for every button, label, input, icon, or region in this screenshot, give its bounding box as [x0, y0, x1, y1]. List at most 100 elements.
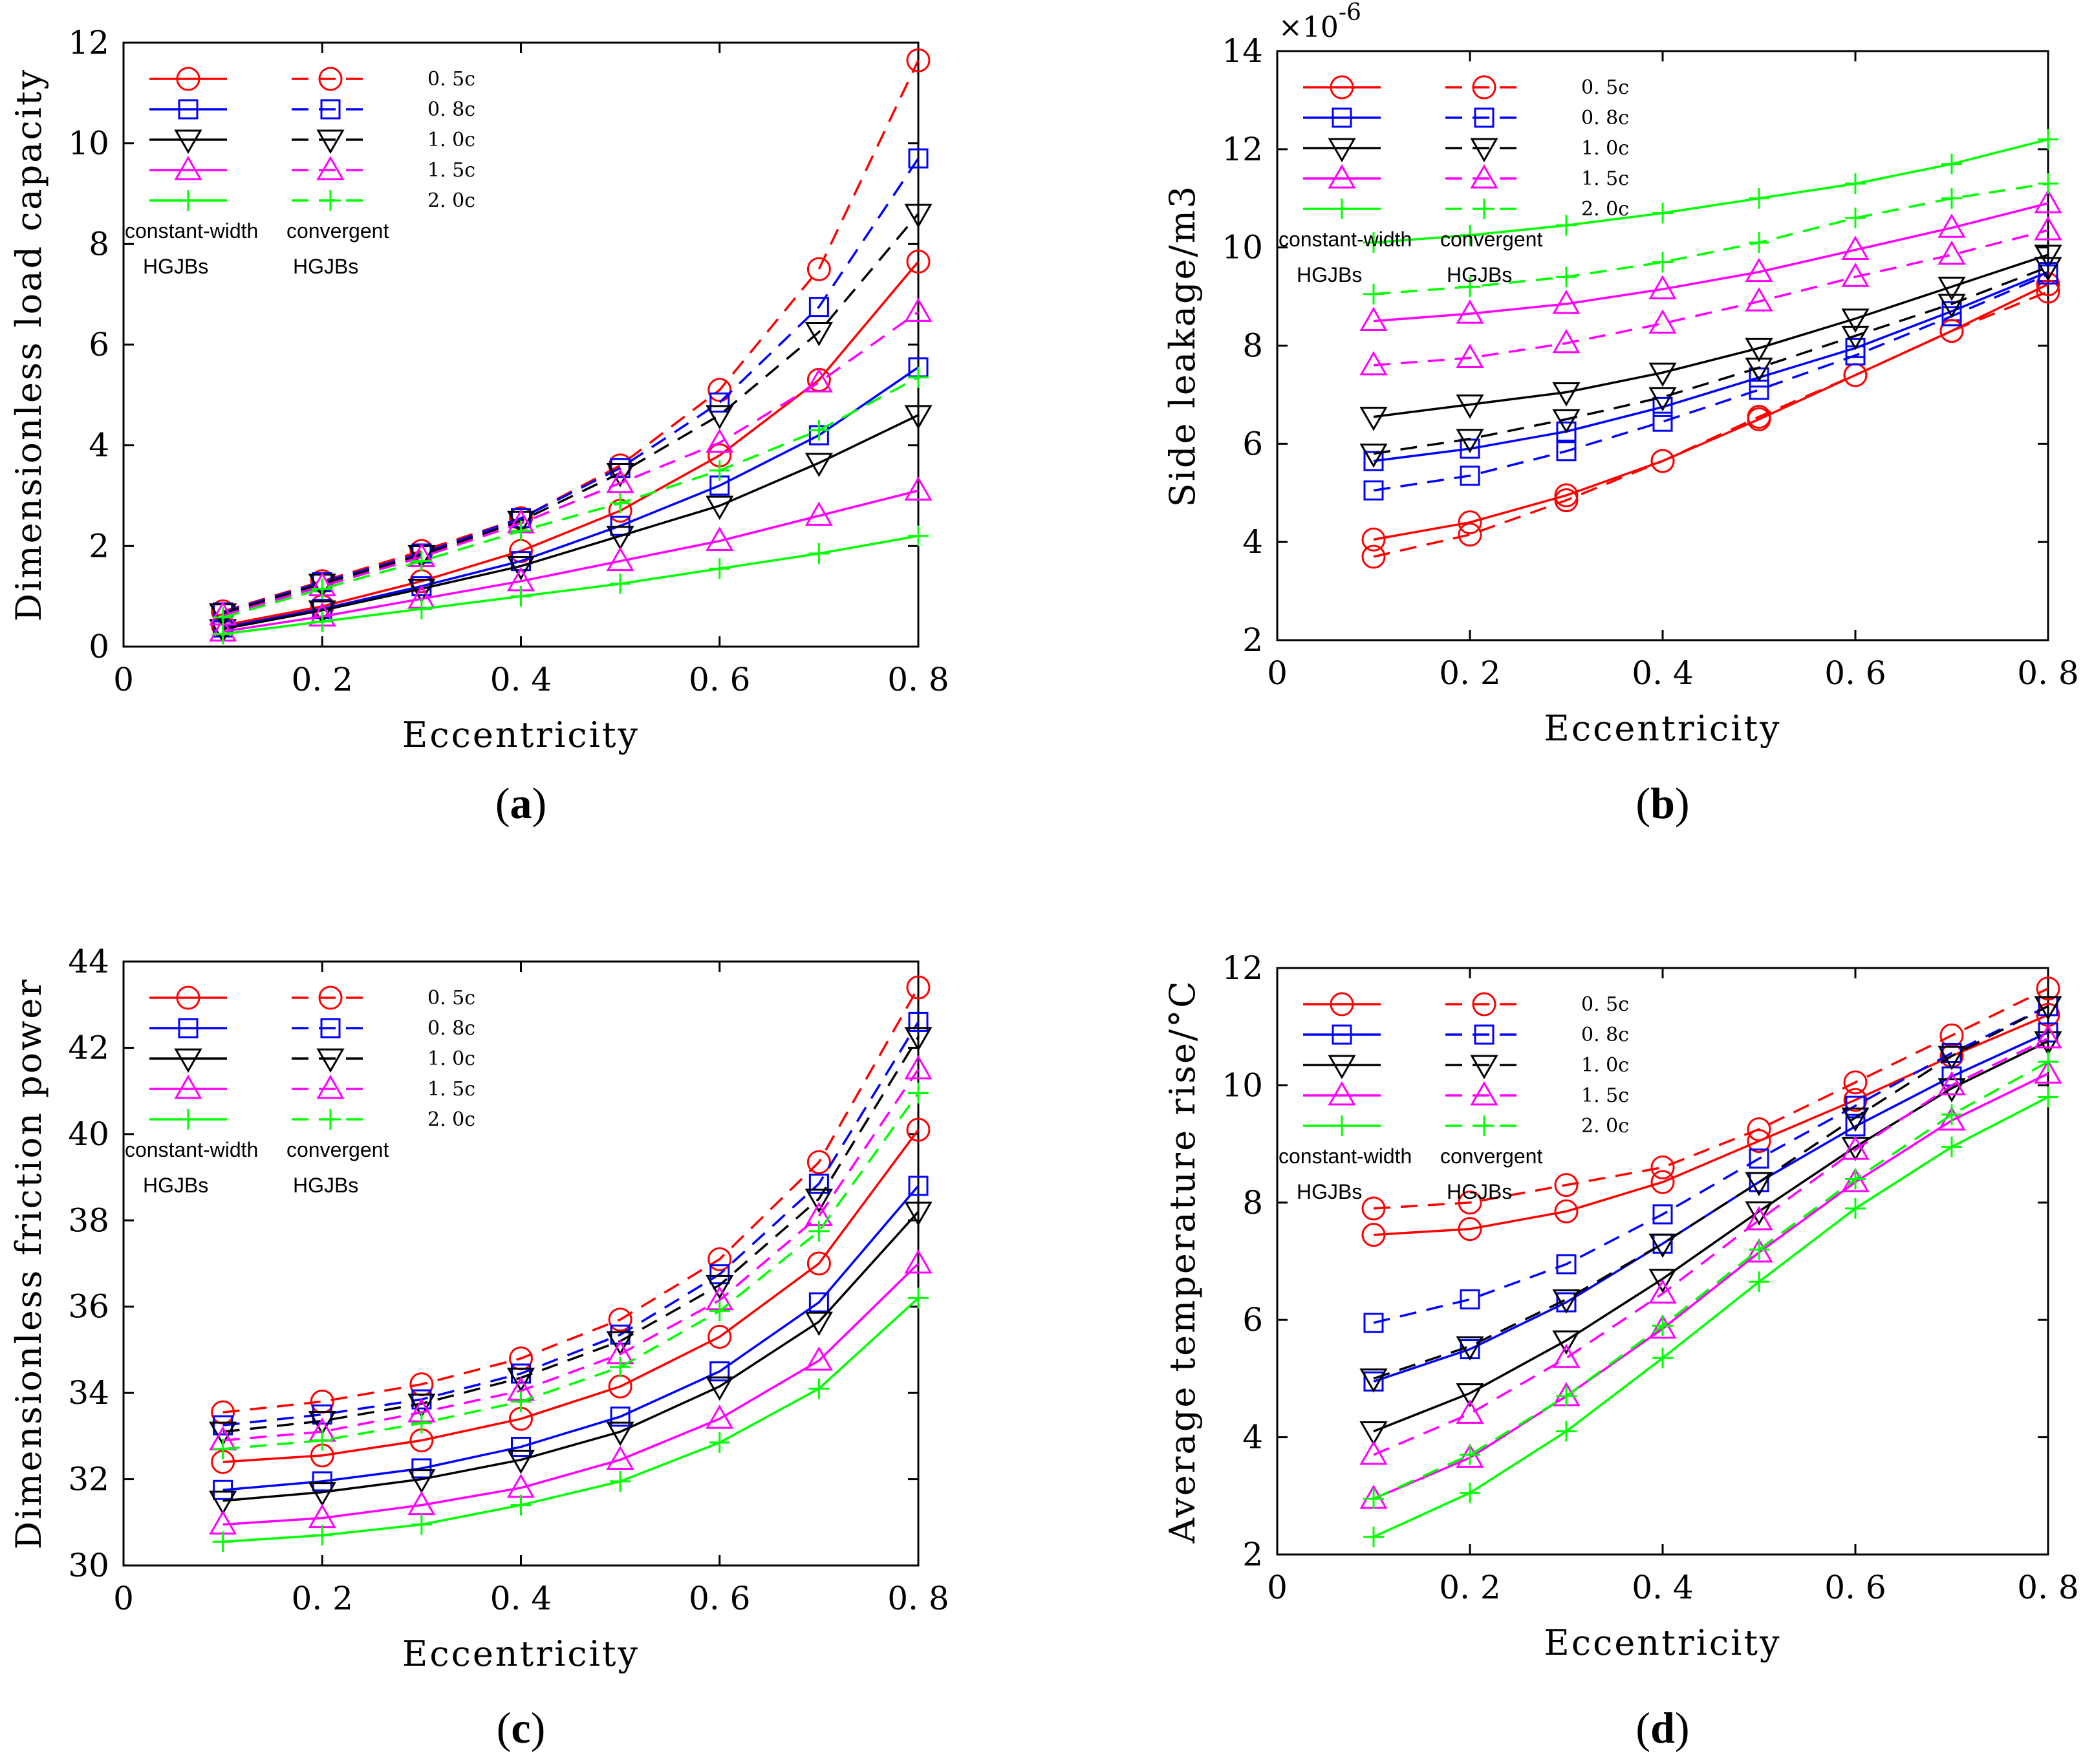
- series-constant-width-5: [212, 1287, 929, 1553]
- series-convergent-5: [1363, 173, 2058, 305]
- legend-marker: [1332, 199, 1352, 219]
- legend-marker: [1328, 1055, 1356, 1080]
- data-point: [312, 578, 333, 599]
- data-point: [2036, 976, 2060, 1001]
- data-point: [312, 1525, 333, 1546]
- legend-marker: [1474, 199, 1495, 219]
- legend-label: 1. 0c: [1581, 137, 1629, 160]
- legend-marker: [318, 67, 343, 91]
- y-tick-label: 12: [1222, 949, 1263, 987]
- data-point: [1652, 1204, 1673, 1225]
- legend-note-left-bottom: HGJBs: [1297, 263, 1362, 286]
- series-line: [1373, 229, 2049, 367]
- data-point: [2034, 1031, 2062, 1056]
- data-point: [1841, 325, 1870, 350]
- legend-marker: [178, 99, 199, 120]
- data-point: [506, 1368, 535, 1392]
- data-point: [411, 1514, 432, 1535]
- series-line: [222, 1092, 920, 1450]
- series-constant-width-5: [1363, 129, 2058, 253]
- data-point: [1650, 1155, 1675, 1179]
- legend-note-left-top: constant-width: [125, 1138, 258, 1161]
- caption-open: (: [497, 1703, 512, 1752]
- data-point: [904, 297, 933, 322]
- y-tick-label: 38: [68, 1201, 109, 1239]
- y-tick-label: 14: [1222, 32, 1263, 70]
- data-point: [1556, 1386, 1577, 1407]
- data-point: [610, 1357, 631, 1378]
- data-point: [1648, 309, 1677, 334]
- legend: 0. 5c 0. 8c 1. 0c 1. 5c 2. 0c constant-width c…: [125, 67, 475, 278]
- data-point: [806, 257, 831, 281]
- legend-marker: [176, 67, 200, 91]
- y-tick-label: 32: [68, 1461, 109, 1498]
- data-point: [212, 1531, 233, 1553]
- data-point: [1845, 173, 1866, 194]
- legend-label: 2. 0c: [1581, 198, 1629, 220]
- series-convergent-2: [213, 1011, 929, 1436]
- data-point: [904, 1201, 933, 1226]
- data-point: [212, 607, 233, 628]
- data-point: [2034, 216, 2062, 241]
- series-line: [222, 310, 920, 617]
- data-point: [1456, 1443, 1484, 1468]
- series-line: [222, 1210, 920, 1502]
- data-point: [804, 368, 833, 393]
- data-point: [906, 975, 931, 1000]
- data-point: [804, 1311, 833, 1337]
- x-tick-label: 0. 6: [1824, 654, 1886, 692]
- data-point: [1937, 1046, 1966, 1071]
- data-point: [1749, 232, 1769, 253]
- data-point: [1841, 1168, 1870, 1192]
- data-point: [709, 1361, 730, 1382]
- data-point: [1652, 411, 1673, 432]
- legend-note-right-bottom: HGJBs: [293, 255, 358, 278]
- data-point: [1363, 283, 1384, 305]
- legend-label: 0. 8c: [427, 98, 475, 121]
- data-point: [706, 495, 734, 521]
- y-axis-label: Side leakage/m3: [1162, 184, 1203, 508]
- y-axis-label: Dimensionless friction power: [8, 978, 49, 1549]
- data-point: [209, 1421, 237, 1447]
- data-point: [1749, 380, 1769, 400]
- exponent-label: ×10-6: [1279, 0, 1361, 44]
- data-point: [906, 250, 931, 274]
- series-convergent-1: [1361, 279, 2060, 569]
- data-point: [1845, 1198, 1866, 1219]
- legend-marker: [1330, 992, 1354, 1016]
- x-tick-label: 0. 8: [887, 1580, 949, 1617]
- data-point: [709, 460, 730, 481]
- data-point: [904, 1055, 933, 1080]
- panel-caption: (d): [1635, 1703, 1689, 1752]
- y-tick-label: 40: [68, 1115, 109, 1153]
- data-point: [1648, 1279, 1677, 1304]
- data-point: [1456, 1336, 1484, 1361]
- series-line: [222, 1185, 920, 1491]
- data-point: [1937, 213, 1966, 238]
- data-point: [709, 1432, 730, 1453]
- data-point: [1652, 396, 1673, 417]
- data-point: [1843, 1070, 1868, 1095]
- x-tick-label: 0. 4: [490, 1580, 552, 1617]
- legend-label: 0. 5c: [1581, 993, 1629, 1016]
- legend-marker: [316, 155, 345, 180]
- x-tick-label: 0. 4: [1632, 1569, 1693, 1606]
- data-point: [213, 1479, 233, 1500]
- y-axis-label: Dimensionless load capacity: [8, 68, 49, 621]
- legend-label: 0. 5c: [427, 987, 475, 1009]
- data-point: [707, 378, 732, 402]
- legend-marker: [1474, 107, 1495, 128]
- data-point: [808, 420, 830, 441]
- data-point: [2034, 1024, 2062, 1049]
- data-point: [213, 1415, 233, 1436]
- series-convergent-4: [1359, 216, 2062, 376]
- data-point: [1456, 394, 1484, 419]
- legend-marker: [1474, 1024, 1495, 1045]
- caption-close: ): [1675, 1703, 1690, 1752]
- panel-caption: (b): [1635, 779, 1689, 828]
- series-convergent-3: [1359, 996, 2062, 1393]
- y-tick-label: 10: [1222, 229, 1263, 266]
- legend-marker: [178, 190, 199, 211]
- legend-label: 1. 0c: [427, 129, 475, 151]
- legend-marker: [1332, 1115, 1352, 1136]
